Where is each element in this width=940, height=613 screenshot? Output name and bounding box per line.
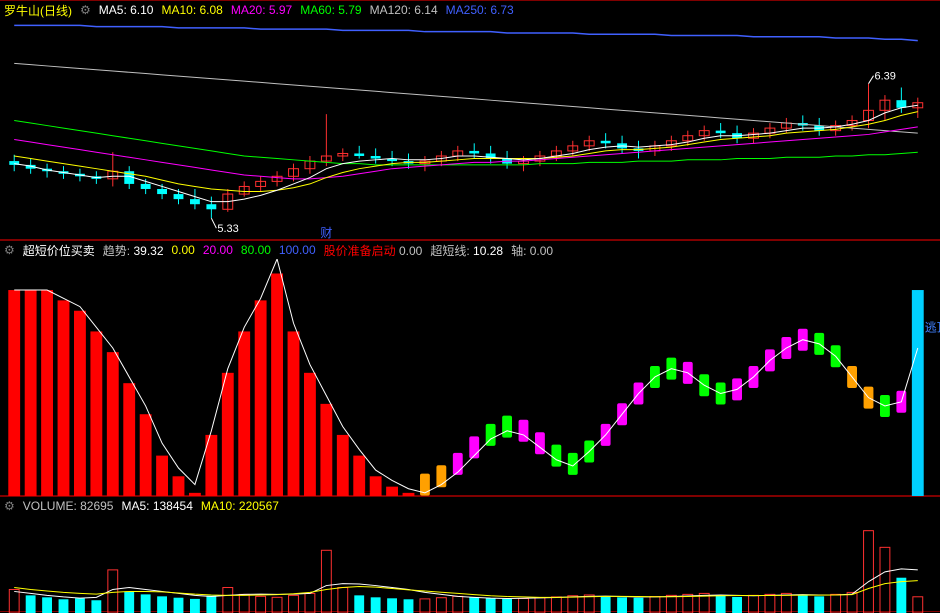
level-80: 80.00 <box>241 243 271 257</box>
svg-text:5.33: 5.33 <box>217 223 238 235</box>
ma20-label: MA20: 5.97 <box>231 3 292 17</box>
svg-text:逃顶: 逃顶 <box>925 320 940 334</box>
volume-ma5-label: MA5: 138454 <box>121 499 192 513</box>
axis-label: 轴: 0.00 <box>511 242 553 259</box>
volume-ma10-label: MA10: 220567 <box>201 499 279 513</box>
trend-label: 趋势: 39.32 <box>103 242 164 259</box>
main-chart-area[interactable]: 5.33 6.39 财 <box>0 19 940 239</box>
svg-text:6.39: 6.39 <box>875 71 896 83</box>
volume-label: VOLUME: 82695 <box>23 499 114 513</box>
svg-text:财: 财 <box>320 226 332 240</box>
indicator-title: 超短价位买卖 <box>23 242 95 259</box>
level-20: 20.00 <box>203 243 233 257</box>
ma60-label: MA60: 5.79 <box>300 3 361 17</box>
main-chart-header: 罗牛山(日线) ⚙ MA5: 6.10 MA10: 6.08 MA20: 5.9… <box>0 1 940 19</box>
volume-chart-area[interactable] <box>0 515 940 611</box>
gear-icon[interactable]: ⚙ <box>4 499 15 513</box>
ma250-label: MA250: 6.73 <box>446 3 514 17</box>
indicator-header: ⚙ 超短价位买卖 趋势: 39.32 0.00 20.00 80.00 100.… <box>0 241 940 259</box>
main-chart-panel[interactable]: 罗牛山(日线) ⚙ MA5: 6.10 MA10: 6.08 MA20: 5.9… <box>0 0 940 240</box>
gear-icon[interactable]: ⚙ <box>80 3 91 17</box>
ultra-label: 超短线: 10.28 <box>430 242 503 259</box>
level-100: 100.00 <box>279 243 316 257</box>
ma5-label: MA5: 6.10 <box>99 3 154 17</box>
volume-header: ⚙ VOLUME: 82695 MA5: 138454 MA10: 220567 <box>0 497 940 515</box>
prep-label: 股价准备启动 0.00 <box>324 242 423 259</box>
ma120-label: MA120: 6.14 <box>370 3 438 17</box>
ma10-label: MA10: 6.08 <box>161 3 222 17</box>
level-0: 0.00 <box>172 243 195 257</box>
volume-panel[interactable]: ⚙ VOLUME: 82695 MA5: 138454 MA10: 220567 <box>0 496 940 612</box>
gear-icon[interactable]: ⚙ <box>4 243 15 257</box>
indicator-panel[interactable]: ⚙ 超短价位买卖 趋势: 39.32 0.00 20.00 80.00 100.… <box>0 240 940 496</box>
indicator-chart-area[interactable]: 逃顶 <box>0 259 940 495</box>
chart-title: 罗牛山(日线) <box>4 2 72 19</box>
